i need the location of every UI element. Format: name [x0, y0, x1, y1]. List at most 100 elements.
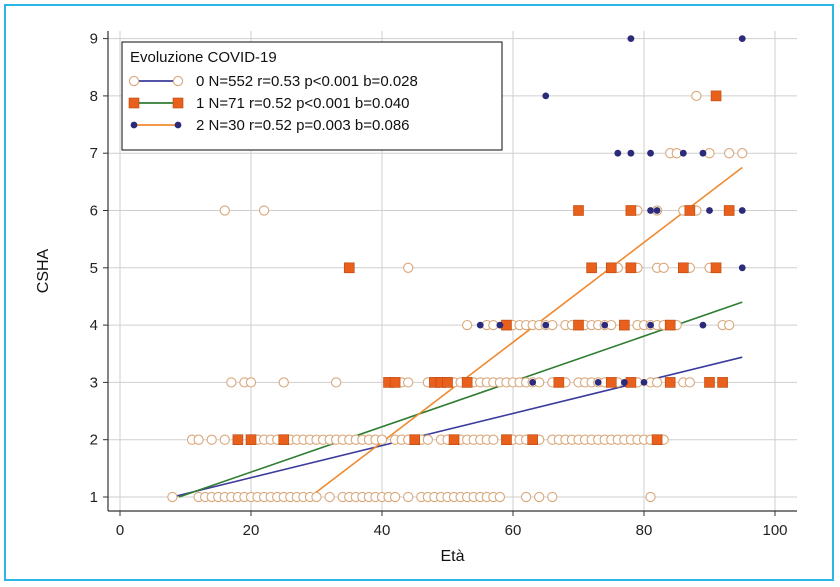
data-point-series-0: [547, 491, 558, 503]
data-point-series-0: [520, 491, 532, 503]
data-point-series-0: [651, 377, 663, 388]
data-point-series-2: [601, 321, 609, 329]
data-point-series-1: [278, 434, 290, 446]
x-tick-label: 0: [116, 522, 124, 539]
data-point-series-0: [324, 491, 335, 503]
y-tick-label: 7: [90, 145, 98, 162]
x-tick-label: 100: [762, 522, 787, 539]
data-point-series-1: [553, 377, 565, 388]
x-axis-title: Età: [440, 548, 464, 565]
figure-frame: 1 2 3 4 5 6 7 8 9 0 20 40 60 80 100 Evoluzione COVID-1…: [4, 4, 834, 581]
legend-box: [121, 41, 503, 151]
data-point-series-0: [389, 491, 401, 503]
data-point-series-0: [167, 491, 178, 503]
legend-title: Evoluzione COVID-19: [130, 49, 277, 66]
legend: Evoluzione COVID-19 0 N=552 r=0.53 p<0.00…: [121, 41, 503, 151]
legend-entry-label: 0 N=552 r=0.53 p<0.001 b=0.028: [196, 73, 418, 90]
data-point-series-2: [738, 264, 746, 272]
data-point-series-1: [409, 434, 421, 446]
data-point-series-0: [245, 377, 257, 388]
data-point-series-2: [614, 149, 622, 157]
scatter-chart: 1 2 3 4 5 6 7 8 9 0 20 40 60 80 100 Evoluzione COVID-1…: [35, 31, 797, 565]
data-point-series-1: [664, 319, 676, 331]
data-point-series-2: [699, 149, 707, 157]
data-point-series-0: [193, 434, 204, 445]
legend-marker-start-2: [130, 121, 138, 129]
legend-marker-end-2: [174, 121, 182, 129]
regression-line-1: [178, 301, 743, 498]
legend-marker-start-0: [128, 75, 140, 87]
data-point-series-1: [619, 319, 630, 331]
data-point-series-2: [496, 321, 504, 329]
data-point-series-0: [534, 491, 545, 503]
data-point-series-1: [586, 262, 597, 274]
data-point-series-2: [647, 207, 654, 214]
data-point-series-1: [664, 377, 676, 388]
legend-entry-label: 1 N=71 r=0.52 p<0.001 b=0.040: [196, 95, 410, 112]
data-point-series-1: [389, 377, 401, 388]
data-point-series-2: [706, 207, 713, 214]
data-point-series-1: [527, 434, 538, 446]
data-point-series-2: [640, 379, 648, 386]
data-point-series-0: [422, 434, 433, 445]
x-tick-label: 40: [374, 522, 391, 539]
data-point-series-0: [494, 491, 506, 503]
data-point-series-2: [647, 149, 654, 157]
y-tick-label: 4: [90, 317, 98, 334]
data-point-series-2: [738, 35, 746, 42]
data-point-series-2: [476, 321, 484, 329]
data-point-series-0: [219, 434, 230, 445]
x-tick-label: 20: [243, 522, 260, 539]
data-points: [167, 35, 748, 503]
data-point-series-1: [461, 377, 473, 388]
data-point-series-1: [605, 377, 617, 388]
data-point-series-1: [245, 434, 257, 446]
legend-marker-end-1: [172, 97, 184, 109]
data-point-series-0: [258, 205, 270, 216]
data-point-series-0: [376, 434, 388, 445]
y-axis-title: CSHA: [35, 248, 52, 293]
data-point-series-0: [206, 434, 217, 445]
data-point-series-1: [651, 434, 663, 446]
data-point-series-0: [461, 319, 473, 331]
axes: 1 2 3 4 5 6 7 8 9 0 20 40 60 80 100: [90, 31, 797, 539]
y-tick-label: 5: [90, 260, 98, 277]
data-point-series-0: [691, 90, 702, 102]
legend-marker-end-0: [172, 75, 184, 87]
data-point-series-1: [501, 434, 512, 446]
regression-line-2: [309, 166, 743, 498]
data-point-series-1: [710, 90, 722, 102]
data-point-series-1: [625, 262, 637, 274]
data-point-series-2: [679, 149, 687, 157]
data-point-series-1: [343, 262, 355, 274]
data-point-series-1: [448, 434, 460, 446]
y-tick-label: 9: [90, 31, 98, 48]
x-tick-label: 60: [505, 522, 522, 539]
data-point-series-0: [403, 377, 414, 388]
data-point-series-2: [542, 321, 550, 329]
data-point-series-1: [723, 205, 735, 216]
data-point-series-0: [737, 148, 748, 159]
legend-entry-label: 2 N=30 r=0.52 p=0.003 b=0.086: [196, 117, 410, 134]
data-point-series-1: [684, 205, 696, 216]
data-point-series-1: [573, 319, 584, 331]
data-point-series-2: [627, 35, 635, 42]
data-point-series-0: [403, 491, 414, 503]
data-point-series-0: [488, 434, 499, 445]
y-tick-label: 1: [90, 489, 98, 506]
data-point-series-0: [403, 262, 414, 273]
data-point-series-2: [653, 207, 661, 214]
data-point-series-0: [645, 491, 656, 503]
data-point-series-2: [647, 321, 654, 329]
data-point-series-2: [738, 207, 746, 214]
data-point-series-0: [724, 319, 735, 331]
y-tick-label: 3: [90, 374, 98, 391]
y-tick-label: 8: [90, 88, 98, 105]
data-point-series-0: [278, 377, 289, 388]
y-tick-label: 6: [90, 203, 98, 220]
data-point-series-2: [542, 92, 550, 100]
data-point-series-2: [627, 149, 635, 157]
data-point-series-1: [605, 262, 617, 274]
y-tick-label: 2: [90, 432, 98, 449]
data-point-series-2: [594, 379, 602, 386]
